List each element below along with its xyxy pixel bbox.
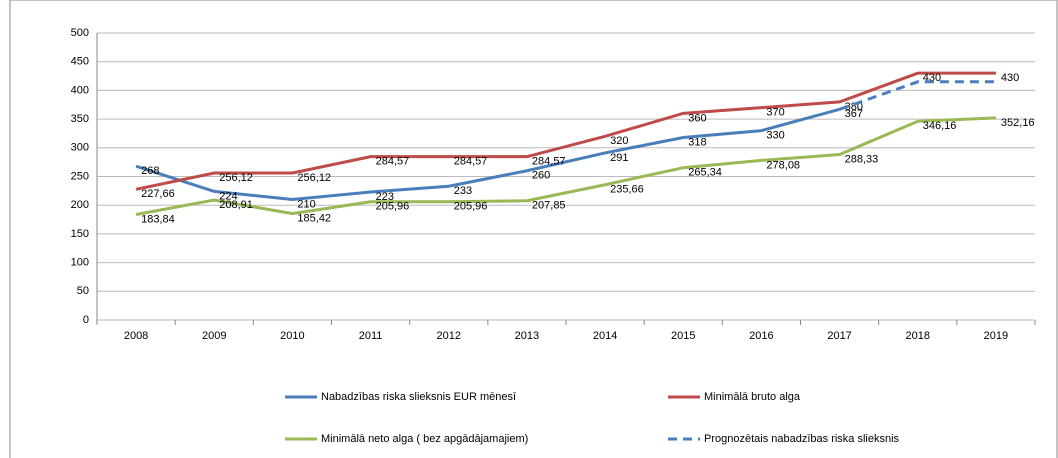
data-label: 288,33: [845, 153, 879, 165]
data-label: 346,16: [923, 120, 957, 132]
y-tick-label: 300: [71, 142, 89, 154]
x-tick-label: 2014: [593, 330, 617, 342]
data-label: 291: [610, 152, 628, 164]
x-tick-label: 2013: [515, 330, 539, 342]
chart-frame: [9, 0, 1058, 458]
legend-label: Minimālā bruto alga: [704, 391, 801, 403]
data-label: 205,96: [376, 201, 410, 213]
data-label: 235,66: [610, 184, 644, 196]
data-label: 318: [688, 136, 706, 148]
y-tick-label: 450: [71, 56, 89, 68]
data-label: 430: [1001, 72, 1019, 84]
data-label: 205,96: [454, 201, 488, 213]
x-tick-label: 2019: [984, 330, 1008, 342]
data-label: 224: [219, 190, 237, 202]
x-tick-label: 2015: [671, 330, 695, 342]
data-label: 185,42: [297, 212, 331, 224]
data-label: 278,08: [766, 159, 800, 171]
data-label: 223: [376, 191, 394, 203]
data-label: 320: [610, 135, 628, 147]
data-label: 268: [141, 165, 159, 177]
y-tick-label: 200: [71, 199, 89, 211]
data-label: 370: [766, 107, 784, 119]
y-tick-label: 0: [83, 314, 89, 326]
data-label: 367: [845, 108, 863, 120]
data-label: 183,84: [141, 213, 175, 225]
x-tick-label: 2009: [202, 330, 226, 342]
series-line: [135, 116, 996, 216]
x-tick-label: 2011: [359, 330, 383, 342]
data-label: 284,57: [376, 156, 410, 168]
legend-label: Prognozētais nabadzības riska slieksnis: [704, 433, 900, 445]
data-label: 284,57: [454, 156, 488, 168]
data-label: 207,85: [532, 200, 566, 212]
x-tick-label: 2016: [749, 330, 773, 342]
data-label: 233: [454, 185, 472, 197]
x-tick-label: 2017: [827, 330, 851, 342]
x-tick-label: 2008: [124, 330, 148, 342]
y-tick-label: 50: [77, 285, 89, 297]
data-label: 210: [297, 198, 315, 210]
y-tick-label: 500: [71, 27, 89, 39]
data-label: 227,66: [141, 188, 175, 200]
y-tick-label: 350: [71, 113, 89, 125]
x-tick-label: 2018: [906, 330, 930, 342]
legend-label: Minimālā neto alga ( bez apgādājamajiem): [321, 433, 528, 445]
series-line: [135, 107, 840, 201]
y-tick-label: 400: [71, 84, 89, 96]
series-line: [839, 80, 996, 111]
legend-label: Nabadzības riska slieksnis EUR mēnesī: [321, 391, 517, 403]
series-line: [135, 71, 996, 191]
x-tick-label: 2012: [437, 330, 461, 342]
data-label: 330: [766, 129, 784, 141]
data-label: 208,91: [219, 199, 253, 211]
data-label: 256,12: [297, 172, 331, 184]
x-tick-label: 2010: [280, 330, 304, 342]
data-label: 260: [532, 170, 550, 182]
data-label: 360: [688, 112, 706, 124]
data-label: 265,34: [688, 167, 722, 179]
y-tick-label: 100: [71, 257, 89, 269]
y-tick-label: 250: [71, 170, 89, 182]
data-label: 256,12: [219, 172, 253, 184]
data-label: 352,16: [1001, 117, 1035, 129]
data-label: 284,57: [532, 156, 566, 168]
y-tick-label: 150: [71, 228, 89, 240]
